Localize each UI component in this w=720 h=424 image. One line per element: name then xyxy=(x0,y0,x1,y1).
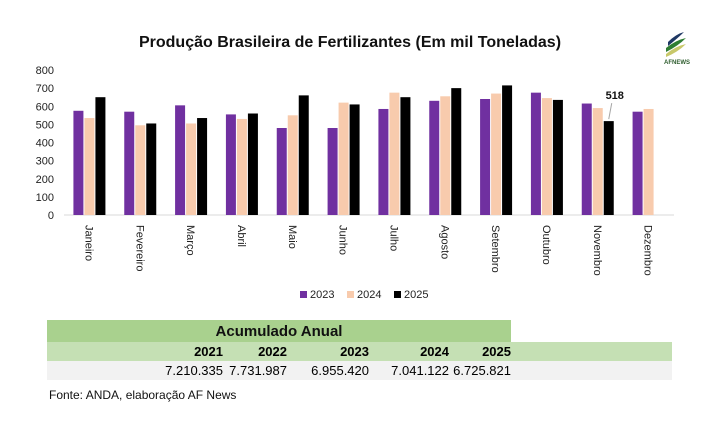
x-tick-label: Janeiro xyxy=(82,225,94,261)
bar-2023 xyxy=(480,99,491,215)
bar-2025 xyxy=(247,113,258,215)
value-cell: 7.210.335 xyxy=(159,361,223,380)
bar-2025 xyxy=(197,118,208,215)
bar-2023 xyxy=(225,114,236,215)
bar-chart: 0 100 200 300 400 500 600 700 800 Janeiro Fevereir… xyxy=(36,65,674,301)
y-tick-label: 400 xyxy=(36,138,54,150)
bar-2023 xyxy=(73,110,84,215)
bar-2024 xyxy=(186,123,197,215)
bar-2024 xyxy=(236,118,247,215)
bar-2024 xyxy=(338,102,349,215)
legend-swatch xyxy=(300,291,307,298)
x-tick-label: Outubro xyxy=(540,225,552,265)
annotation-leader xyxy=(608,103,613,120)
bar-2023 xyxy=(276,128,287,215)
y-tick-label: 500 xyxy=(36,119,54,131)
bar-2024 xyxy=(84,118,95,215)
bar-2024 xyxy=(440,96,451,215)
x-tick-label: Setembro xyxy=(489,225,501,273)
bar-2025 xyxy=(95,97,106,215)
legend-label: 2023 xyxy=(310,289,334,301)
x-tick-label: Maio xyxy=(286,225,298,249)
x-tick-label: Novembro xyxy=(591,225,603,276)
y-tick-label: 200 xyxy=(36,174,54,186)
table-years-row: 2021 2022 2023 2024 2025 xyxy=(47,342,672,361)
bar-2025 xyxy=(451,88,462,215)
y-tick-label: 300 xyxy=(36,156,54,168)
y-tick-label: 0 xyxy=(48,210,54,222)
legend-swatch xyxy=(347,291,354,298)
bar-2025 xyxy=(298,95,309,215)
bar-2025 xyxy=(400,97,411,215)
table-title: Acumulado Anual xyxy=(47,320,511,342)
svg-text:AFNEWS: AFNEWS xyxy=(664,60,690,66)
chart-title: Produção Brasileira de Fertilizantes (Em… xyxy=(138,34,562,51)
x-tick-label: Junho xyxy=(337,225,349,255)
annual-table: Acumulado Anual 2021 2022 2023 2024 2025… xyxy=(47,320,672,380)
bar-2025 xyxy=(349,104,360,215)
bar-2024 xyxy=(287,115,298,215)
value-cell: 7.731.987 xyxy=(223,361,287,380)
bar-2023 xyxy=(429,100,440,215)
bar-2024 xyxy=(592,108,603,215)
value-cell: 7.041.122 xyxy=(369,361,449,380)
year-cell: 2021 xyxy=(159,342,223,361)
x-tick-label: Abril xyxy=(235,225,247,247)
value-cell: 6.725.821 xyxy=(449,361,511,380)
table-values-row: 7.210.335 7.731.987 6.955.420 7.041.122 … xyxy=(47,361,672,380)
afnews-logo: AFNEWS xyxy=(664,32,690,66)
legend-label: 2025 xyxy=(404,289,428,301)
bar-2025 xyxy=(502,85,513,215)
y-tick-label: 800 xyxy=(36,65,54,77)
bar-2025 xyxy=(552,99,563,215)
y-tick-label: 700 xyxy=(36,83,54,95)
bar-2025 xyxy=(603,121,614,215)
value-cell: 6.955.420 xyxy=(287,361,369,380)
legend-label: 2024 xyxy=(357,289,381,301)
year-cell: 2023 xyxy=(287,342,369,361)
legend-swatch xyxy=(394,291,401,298)
x-tick-label: Dezembro xyxy=(642,225,654,276)
bar-2024 xyxy=(541,98,552,215)
year-cell: 2024 xyxy=(369,342,449,361)
bar-2023 xyxy=(124,111,135,215)
bar-2023 xyxy=(632,111,643,215)
data-label: 518 xyxy=(606,90,624,102)
bar-2023 xyxy=(378,108,389,215)
bar-2024 xyxy=(135,125,146,215)
x-tick-label: Fevereiro xyxy=(133,225,145,271)
bar-2023 xyxy=(327,128,338,215)
x-tick-label: Julho xyxy=(387,225,399,251)
bar-2023 xyxy=(175,105,186,215)
source-note: Fonte: ANDA, elaboração AF News xyxy=(49,388,237,402)
y-tick-label: 100 xyxy=(36,192,54,204)
bar-2024 xyxy=(389,92,400,215)
year-cell: 2025 xyxy=(449,342,511,361)
x-tick-label: Março xyxy=(184,225,196,256)
bar-2024 xyxy=(643,108,654,215)
bar-2023 xyxy=(581,103,592,215)
bar-2025 xyxy=(146,123,157,215)
x-tick-label: Agosto xyxy=(438,225,450,259)
y-tick-label: 600 xyxy=(36,101,54,113)
bar-2024 xyxy=(491,93,502,215)
bar-2023 xyxy=(530,92,541,215)
year-cell: 2022 xyxy=(223,342,287,361)
